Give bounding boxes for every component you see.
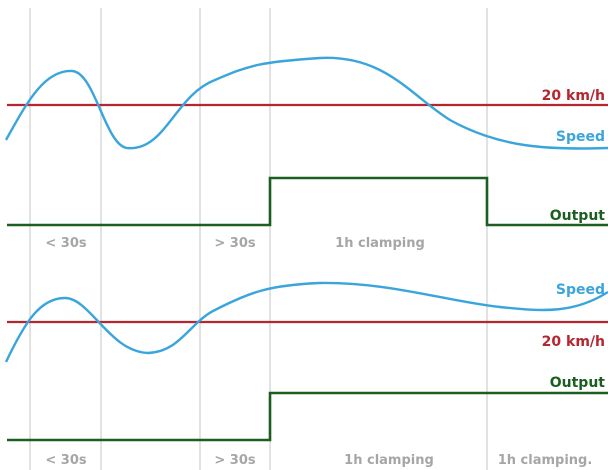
top-speed-label: Speed (556, 129, 605, 145)
bottom-interval-clamping-continued: 1h clamping. (498, 453, 593, 468)
bottom-output-signal (7, 391, 608, 442)
bottom-panel: Speed 20 km/h Output < 30s > 30s 1h clam… (4, 281, 608, 468)
top-panel: 20 km/h Speed Output < 30s > 30s 1h clam… (4, 56, 608, 251)
top-interval-over-30s: > 30s (214, 236, 256, 251)
bottom-interval-under-30s: < 30s (45, 453, 87, 468)
top-speed-curve (4, 56, 608, 150)
top-output-signal (7, 176, 608, 227)
bottom-output-label: Output (550, 375, 606, 391)
bottom-interval-over-30s: > 30s (214, 453, 256, 468)
bottom-interval-clamping: 1h clamping (344, 453, 434, 468)
top-interval-under-30s: < 30s (45, 236, 87, 251)
bottom-speed-label: Speed (556, 282, 605, 298)
bottom-speed-curve (4, 281, 608, 363)
top-output-label: Output (550, 208, 606, 224)
top-interval-clamping: 1h clamping (335, 236, 425, 251)
top-threshold-label: 20 km/h (542, 88, 605, 104)
bottom-threshold-label: 20 km/h (542, 334, 605, 350)
